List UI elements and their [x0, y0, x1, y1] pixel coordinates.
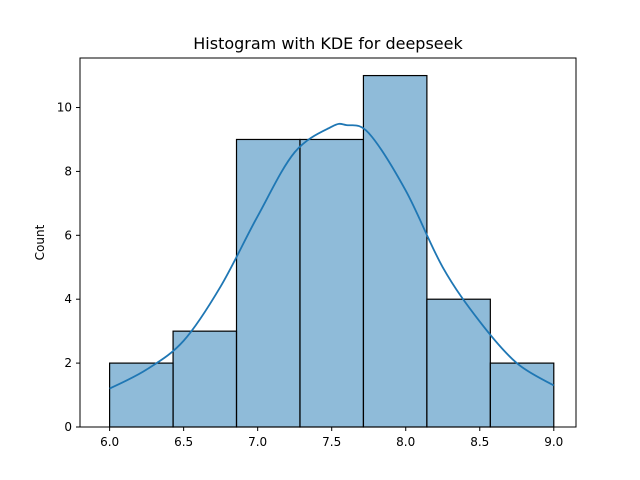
histogram-bar-1 [109, 362, 174, 428]
y-tick-label: 0 [64, 420, 72, 434]
plot-frame [79, 57, 577, 428]
x-tick-label: 7.5 [322, 435, 341, 449]
y-tick-label: 10 [57, 101, 72, 115]
x-tick-label: 8.0 [396, 435, 415, 449]
kde-curve [109, 122, 555, 390]
x-tick-label: 9.0 [544, 435, 563, 449]
histogram-bar-5 [362, 74, 428, 428]
y-axis-label: Count [33, 224, 47, 260]
x-axis: 6.0 6.5 7.0 7.5 8.0 8.5 9.0 [100, 427, 563, 449]
histogram-bar-4 [299, 138, 365, 428]
x-tick-label: 8.5 [470, 435, 489, 449]
histogram-bars [109, 74, 555, 428]
y-tick-label: 4 [64, 292, 72, 306]
histogram-bar-7 [489, 362, 555, 428]
chart-title: Histogram with KDE for deepseek [193, 34, 463, 53]
y-tick-label: 8 [64, 164, 72, 178]
histogram-bar-3 [235, 138, 301, 428]
histogram-bar-2 [172, 330, 238, 428]
x-tick-label: 6.5 [174, 435, 193, 449]
y-tick-label: 6 [64, 228, 72, 242]
histogram-bar-6 [426, 298, 491, 428]
y-axis: 0 2 4 6 8 10 [57, 101, 80, 434]
x-tick-label: 6.0 [100, 435, 119, 449]
y-tick-label: 2 [64, 356, 72, 370]
x-tick-label: 7.0 [248, 435, 267, 449]
